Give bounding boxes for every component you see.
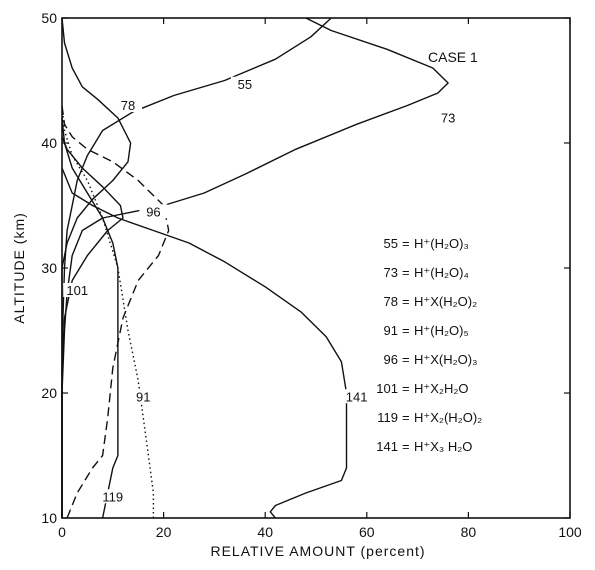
legend-ion-78: H⁺X(H₂O)₂ — [414, 294, 477, 309]
y-tick-label: 50 — [41, 10, 57, 26]
x-axis-title: RELATIVE AMOUNT (percent) — [210, 543, 425, 559]
y-tick-label: 10 — [41, 510, 57, 526]
y-axis-title: ALTITUDE (km) — [11, 212, 27, 324]
plot-area: 55 73 78 91 96 101 119 141 — [61, 17, 571, 519]
legend-equals: = — [402, 265, 410, 280]
curve-label-bg — [129, 389, 158, 404]
legend-key-78: 78 — [384, 294, 398, 309]
legend-key-101: 101 — [376, 381, 398, 396]
legend-equals: = — [402, 236, 410, 251]
legend-ion-55: H⁺(H₂O)₃ — [414, 236, 469, 251]
x-tick-label: 60 — [359, 524, 375, 540]
legend-key-55: 55 — [384, 236, 398, 251]
curve-label-bg — [230, 76, 259, 91]
curve-label-96: 96 — [146, 204, 160, 219]
legend-key-91: 91 — [384, 323, 398, 338]
legend-ion-91: H⁺(H₂O)₅ — [414, 323, 469, 338]
case-annotation: CASE 1 — [428, 49, 478, 65]
series-101: 101 — [61, 136, 124, 518]
x-tick-label: 100 — [558, 524, 582, 540]
legend-ion-96: H⁺X(H₂O)₃ — [414, 352, 477, 367]
x-tick-label: 80 — [461, 524, 477, 540]
legend-equals: = — [402, 381, 410, 396]
legend: 55 = H⁺(H₂O)₃ 73 = H⁺(H₂O)₄ 78 = H⁺X(H₂O)₂ 91 = H⁺(… — [376, 236, 482, 454]
x-axis: 0 20 40 60 80 100 — [58, 18, 582, 540]
series-96: 96 — [61, 105, 170, 519]
legend-ion-119: H⁺X₂(H₂O)₂ — [414, 410, 482, 425]
y-tick-label: 40 — [41, 135, 57, 151]
legend-ion-73: H⁺(H₂O)₄ — [414, 265, 469, 280]
curve-55 — [61, 17, 332, 518]
curve-label-bg — [342, 389, 371, 404]
series-141: 141 — [61, 167, 371, 519]
curve-label-bg — [434, 110, 463, 125]
legend-ion-141: H⁺X₃ H₂O — [414, 439, 472, 454]
curve-label-55: 55 — [238, 77, 252, 92]
series-78: 78 — [61, 17, 143, 518]
series-119: 119 — [61, 117, 127, 519]
legend-key-119: 119 — [377, 410, 398, 425]
curve-91 — [61, 105, 155, 518]
legend-equals: = — [402, 323, 410, 338]
curve-label-73: 73 — [441, 111, 455, 126]
curve-label-119: 119 — [102, 489, 123, 504]
curve-78 — [61, 17, 132, 518]
curve-label-141: 141 — [346, 389, 368, 404]
curve-label-91: 91 — [136, 389, 150, 404]
y-tick-label: 30 — [41, 260, 57, 276]
curve-label-bg — [63, 283, 92, 297]
legend-key-141: 141 — [376, 439, 398, 454]
series-55: 55 — [61, 17, 332, 518]
legend-equals: = — [402, 294, 410, 309]
legend-key-96: 96 — [384, 352, 398, 367]
legend-equals: = — [402, 439, 410, 454]
curve-141 — [61, 167, 348, 519]
curve-101 — [61, 136, 124, 518]
curve-96 — [61, 105, 170, 519]
curve-label-78: 78 — [121, 98, 135, 113]
curve-119 — [61, 117, 119, 519]
legend-equals: = — [402, 352, 410, 367]
plot-frame — [61, 17, 571, 519]
y-axis: 10 20 30 40 50 — [41, 10, 570, 526]
legend-key-73: 73 — [384, 265, 398, 280]
legend-equals: = — [402, 410, 410, 425]
curve-label-bg — [139, 204, 168, 219]
x-tick-label: 20 — [156, 524, 172, 540]
curve-label-bg — [114, 98, 143, 112]
legend-ion-101: H⁺X₂H₂O — [414, 381, 469, 396]
x-tick-label: 40 — [257, 524, 273, 540]
series-91: 91 — [61, 105, 158, 518]
curve-label-bg — [98, 489, 127, 504]
curve-label-101: 101 — [66, 283, 88, 298]
y-tick-label: 20 — [41, 385, 57, 401]
x-tick-label: 0 — [58, 524, 66, 540]
